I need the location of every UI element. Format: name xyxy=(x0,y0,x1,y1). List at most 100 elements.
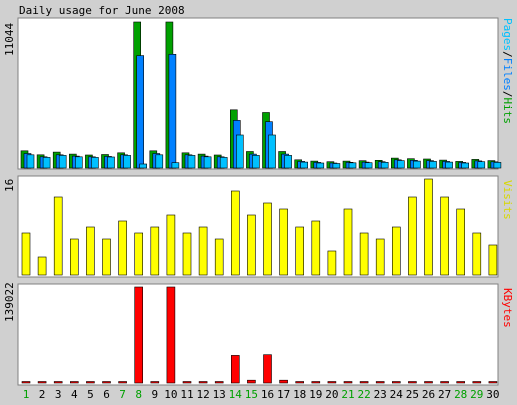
visits-bar-day-3 xyxy=(53,196,63,276)
visits-bar-day-5 xyxy=(86,226,95,276)
day-label-20: 20 xyxy=(325,388,338,401)
pages-bar-day-3 xyxy=(58,155,67,169)
pages-bar-day-23 xyxy=(380,162,389,169)
files-bar-day-10 xyxy=(168,53,177,169)
files-bar-day-8 xyxy=(136,55,144,169)
day-label-13: 13 xyxy=(213,388,226,401)
visits-bar-day-4 xyxy=(70,238,79,276)
visits-bar-day-25 xyxy=(408,196,417,276)
chart-title: Daily usage for June 2008 xyxy=(19,4,185,17)
pages-bar-day-17 xyxy=(284,155,292,169)
visits-bar-day-11 xyxy=(182,232,192,276)
panel-frame xyxy=(17,175,499,278)
panel-frame xyxy=(17,283,499,386)
kbytes-bar-day-4 xyxy=(70,381,79,384)
pages-bar-day-5 xyxy=(91,157,99,169)
pages-bar-day-27 xyxy=(445,161,453,169)
day-label-22: 22 xyxy=(357,388,370,401)
day-label-15: 15 xyxy=(245,388,258,401)
pages-bar-day-22 xyxy=(364,162,373,169)
visits-bar-day-12 xyxy=(198,226,208,276)
kbytes-bars xyxy=(21,286,498,384)
visits-panel: 16 Visits xyxy=(3,175,514,278)
visits-bar-day-29 xyxy=(472,232,482,276)
kbytes-bar-day-30 xyxy=(488,381,498,384)
visits-bar-day-16 xyxy=(263,202,272,276)
pages-bar-day-10 xyxy=(171,162,180,169)
kbytes-bar-day-8 xyxy=(134,286,143,384)
kbytes-bar-day-1 xyxy=(21,381,31,384)
day-label-29: 29 xyxy=(470,388,483,401)
legend-pages: Pages xyxy=(501,18,514,51)
kbytes-bar-day-26 xyxy=(424,381,433,384)
pages-bar-day-2 xyxy=(42,157,51,169)
kbytes-bar-day-20 xyxy=(327,381,337,384)
legend-files: Files xyxy=(501,58,514,91)
pages-bar-day-20 xyxy=(332,163,341,169)
panel-max-label: 11044 xyxy=(3,23,16,56)
legend-visits: Visits xyxy=(501,180,514,220)
kbytes-bar-day-3 xyxy=(53,381,63,384)
day-label-8: 8 xyxy=(135,388,142,401)
pages-bar-day-9 xyxy=(155,154,164,169)
hits-files-pages-panel: 11044 Pages/Files/Hits xyxy=(3,17,514,170)
day-label-5: 5 xyxy=(87,388,94,401)
visits-bar-day-28 xyxy=(456,208,466,276)
kbytes-panel: 139022 KBytes xyxy=(3,282,514,386)
day-label-30: 30 xyxy=(486,388,499,401)
pages-bar-day-25 xyxy=(413,160,421,169)
legend-sep-1: / xyxy=(501,51,514,58)
visits-bar-day-6 xyxy=(102,238,111,276)
legend-sep-2: / xyxy=(501,91,514,98)
day-label-2: 2 xyxy=(39,388,46,401)
pages-bar-day-30 xyxy=(493,162,502,169)
visits-legend: Visits xyxy=(501,180,514,220)
day-label-21: 21 xyxy=(341,388,354,401)
kbytes-bar-day-25 xyxy=(408,381,417,384)
visits-bar-day-21 xyxy=(343,208,353,276)
day-label-12: 12 xyxy=(196,388,209,401)
kbytes-bar-day-10 xyxy=(166,286,176,384)
kbytes-bar-day-18 xyxy=(295,381,305,384)
panel-max-label: 139022 xyxy=(3,282,16,322)
pages-bar-day-14 xyxy=(236,134,244,169)
day-label-9: 9 xyxy=(151,388,158,401)
day-labels: 1 2 3 4 5 6 7 8 9 10 11 12 13 14 15 16 17 18 19 20 21 22 23 24 2… xyxy=(23,388,500,401)
day-label-10: 10 xyxy=(164,388,177,401)
pages-bar-day-21 xyxy=(348,162,357,169)
day-label-17: 17 xyxy=(277,388,290,401)
kbytes-bar-day-21 xyxy=(343,381,353,384)
kbytes-bar-day-17 xyxy=(279,379,288,384)
pages-bar-day-12 xyxy=(203,156,212,169)
pages-bar-day-8 xyxy=(139,163,147,169)
pages-bar-day-29 xyxy=(477,161,486,169)
visits-bar-day-30 xyxy=(488,244,498,276)
pages-bar-day-18 xyxy=(300,161,309,169)
day-label-27: 27 xyxy=(438,388,451,401)
pages-bar-day-16 xyxy=(268,134,276,169)
pages-bar-day-7 xyxy=(123,155,131,169)
day-label-14: 14 xyxy=(229,388,243,401)
visits-bar-day-20 xyxy=(327,250,337,276)
visits-bar-day-18 xyxy=(295,226,305,276)
panel-frame xyxy=(17,17,499,170)
day-label-11: 11 xyxy=(180,388,193,401)
day-label-24: 24 xyxy=(390,388,404,401)
pages-bar-day-4 xyxy=(75,156,83,169)
visits-bar-day-23 xyxy=(375,238,385,276)
kbytes-bar-day-24 xyxy=(391,381,401,384)
day-label-16: 16 xyxy=(261,388,274,401)
kbytes-bar-day-14 xyxy=(231,355,240,384)
pages-bar-day-13 xyxy=(219,157,228,169)
hits-files-pages-legend: Pages/Files/Hits xyxy=(501,18,514,124)
day-label-28: 28 xyxy=(454,388,467,401)
day-label-23: 23 xyxy=(374,388,387,401)
kbytes-bar-day-27 xyxy=(440,381,449,384)
day-label-4: 4 xyxy=(71,388,78,401)
pages-bar-day-11 xyxy=(187,155,196,169)
kbytes-bar-day-23 xyxy=(375,381,385,384)
kbytes-bar-day-22 xyxy=(359,381,369,384)
visits-bar-day-24 xyxy=(391,226,401,276)
